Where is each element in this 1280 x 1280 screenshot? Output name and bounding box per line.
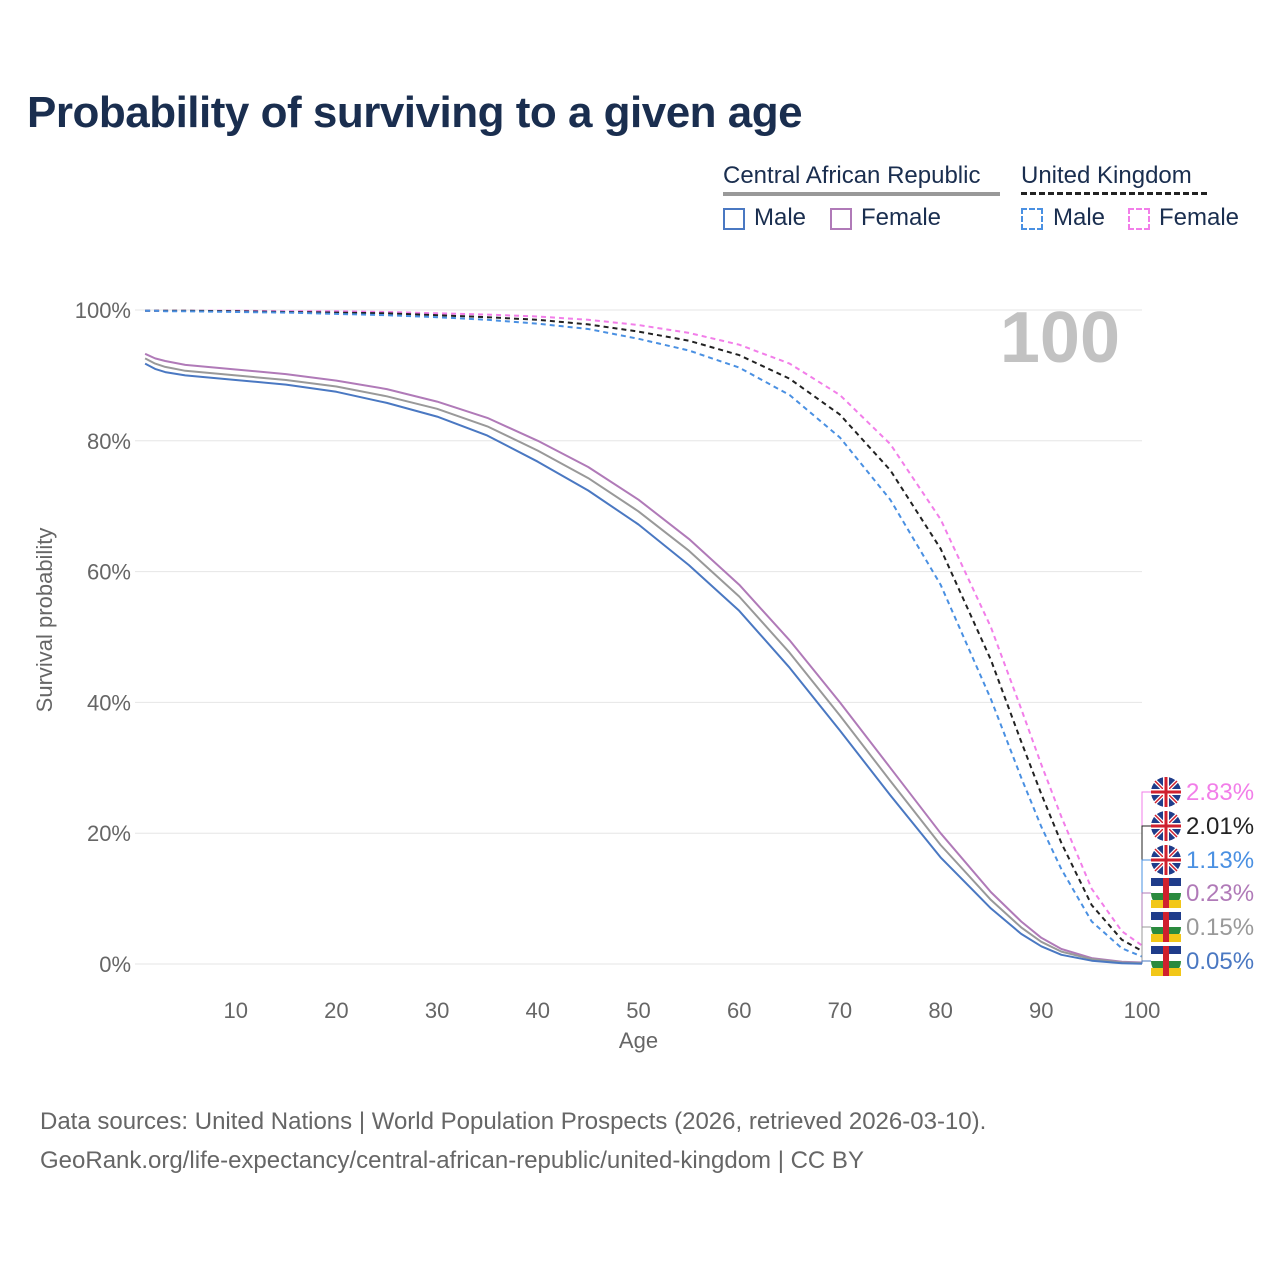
x-tick-label: 90 — [1029, 998, 1053, 1023]
y-tick-label: 20% — [87, 821, 131, 846]
flag-car-red — [1163, 946, 1169, 976]
x-tick-label: 50 — [626, 998, 650, 1023]
end-label-connector — [1141, 960, 1152, 964]
end-value-label: 0.15% — [1186, 914, 1254, 941]
legend-group-uk: United Kingdom — [1021, 162, 1207, 195]
legend-car-female-swatch — [830, 208, 852, 230]
x-tick-label: 20 — [324, 998, 348, 1023]
age-marker: 100 — [1000, 298, 1120, 378]
legend-uk-female-swatch — [1128, 208, 1150, 230]
x-tick-label: 70 — [828, 998, 852, 1023]
end-value-label: 1.13% — [1186, 847, 1254, 874]
y-tick-label: 80% — [87, 429, 131, 454]
end-value-label: 0.05% — [1186, 948, 1254, 975]
end-value-label: 0.23% — [1186, 880, 1254, 907]
flag-uk-cross-red — [1151, 845, 1181, 875]
end-label-connector — [1141, 892, 1152, 963]
legend-uk-female-label: Female — [1159, 204, 1240, 231]
legend-uk-male-label: Male — [1053, 204, 1106, 231]
end-value-label: 2.01% — [1186, 813, 1254, 840]
series-line-central-african-republic-female — [144, 352, 1143, 964]
x-tick-label: 100 — [1124, 998, 1161, 1023]
legend-car-female-label: Female — [861, 204, 942, 231]
end-label-connector — [1141, 926, 1152, 963]
flag-uk-cross-red — [1151, 811, 1181, 841]
legend-group-car: Central African Republic — [723, 162, 1000, 196]
source-line-1: Data sources: United Nations | World Pop… — [40, 1108, 987, 1135]
legend-group-car-label: Central African Republic — [723, 162, 981, 189]
y-tick-label: 40% — [87, 690, 131, 715]
series-line-central-african-republic-male — [144, 362, 1143, 965]
series-line-united-kingdom-male — [145, 309, 1143, 958]
y-axis-title: Survival probability — [32, 528, 57, 713]
x-tick-label: 60 — [727, 998, 751, 1023]
series-line-united-kingdom-female — [145, 309, 1143, 947]
y-tick-label: 0% — [99, 952, 131, 977]
legend-group-uk-label: United Kingdom — [1021, 162, 1192, 189]
y-tick-label: 60% — [87, 560, 131, 585]
legend-car-male-label: Male — [754, 204, 807, 231]
end-label-connector — [1141, 859, 1152, 957]
end-value-label: 2.83% — [1186, 779, 1254, 806]
legend-car-male-swatch — [723, 208, 745, 230]
x-tick-label: 40 — [526, 998, 550, 1023]
end-label-connector — [1141, 825, 1152, 951]
source-line-2: GeoRank.org/life-expectancy/central-afri… — [40, 1147, 864, 1174]
chart-title: Probability of surviving to a given age — [27, 88, 803, 137]
flag-uk-cross-red — [1151, 777, 1181, 807]
legend-group-uk-line — [1021, 192, 1207, 195]
end-label-connector — [1141, 791, 1152, 946]
series-line-central-african-republic-total — [144, 357, 1143, 964]
x-tick-label: 10 — [223, 998, 247, 1023]
x-tick-label: 80 — [928, 998, 952, 1023]
x-axis-title: Age — [619, 1028, 658, 1053]
y-tick-label: 100% — [75, 298, 131, 323]
x-tick-label: 30 — [425, 998, 449, 1023]
flag-car-red — [1163, 912, 1169, 942]
legend-group-car-line — [723, 192, 1000, 196]
legend-uk-male-swatch — [1021, 208, 1043, 230]
flag-car-red — [1163, 878, 1169, 908]
